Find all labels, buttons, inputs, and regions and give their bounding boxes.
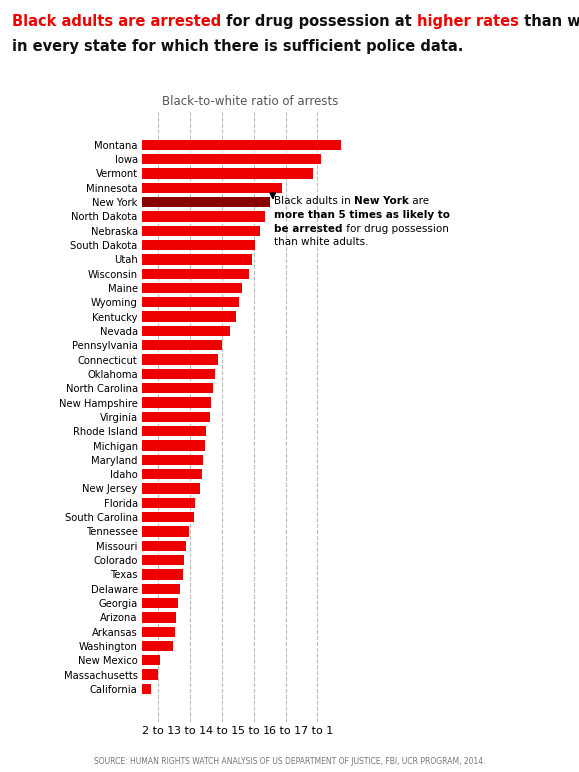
Text: in every state for which there is sufficient police data.: in every state for which there is suffic… (12, 39, 463, 53)
Text: Black adults in: Black adults in (274, 196, 354, 206)
Bar (94, 627, 175, 637)
Bar (94, 540, 186, 551)
Bar (94, 684, 151, 694)
Bar (94, 483, 200, 493)
Bar (94, 283, 243, 293)
Text: Black adults are arrested: Black adults are arrested (12, 14, 221, 29)
Bar (94, 354, 218, 364)
Title: Black-to-white ratio of arrests: Black-to-white ratio of arrests (162, 95, 339, 108)
Bar (94, 411, 210, 422)
Text: for drug possession: for drug possession (343, 224, 449, 234)
Bar (94, 254, 252, 265)
Bar (94, 555, 184, 565)
Bar (94, 455, 203, 465)
Bar (94, 383, 212, 394)
Bar (94, 140, 342, 150)
Text: are: are (409, 196, 430, 206)
Bar (94, 225, 260, 236)
Bar (94, 369, 215, 379)
Bar (94, 269, 249, 279)
Bar (94, 168, 313, 178)
Text: be arrested: be arrested (274, 224, 343, 234)
Bar (94, 154, 321, 164)
Bar (94, 641, 173, 651)
Bar (94, 512, 193, 523)
Bar (94, 498, 196, 508)
Bar (94, 426, 206, 436)
Bar (94, 655, 160, 665)
Text: more than 5 times as likely to: more than 5 times as likely to (274, 210, 450, 220)
Bar (94, 183, 283, 193)
Text: SOURCE: HUMAN RIGHTS WATCH ANALYSIS OF US DEPARTMENT OF JUSTICE, FBI, UCR PROGRA: SOURCE: HUMAN RIGHTS WATCH ANALYSIS OF U… (94, 757, 485, 766)
Bar (94, 598, 178, 608)
Bar (94, 612, 177, 622)
Bar (94, 297, 239, 307)
Bar (94, 212, 265, 222)
Text: than white adults.: than white adults. (274, 237, 369, 247)
Bar (94, 326, 230, 336)
Bar (94, 469, 202, 479)
Text: for drug possession at: for drug possession at (221, 14, 417, 29)
Text: than white adults: than white adults (519, 14, 579, 29)
Bar (94, 311, 236, 322)
Text: New York: New York (354, 196, 409, 206)
Bar (94, 527, 189, 537)
Bar (94, 197, 270, 207)
Bar (94, 398, 211, 408)
Bar (94, 240, 255, 250)
Bar (94, 669, 159, 680)
Bar (94, 440, 205, 451)
Bar (94, 584, 179, 594)
Bar (94, 569, 183, 580)
Text: higher rates: higher rates (417, 14, 519, 29)
Bar (94, 340, 222, 350)
